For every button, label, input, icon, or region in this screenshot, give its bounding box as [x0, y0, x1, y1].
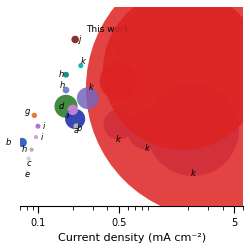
Text: g: g [25, 107, 30, 116]
X-axis label: Current density (mA cm⁻²): Current density (mA cm⁻²) [58, 233, 206, 243]
Text: h: h [59, 70, 64, 79]
Point [214, 86, 218, 90]
Text: e: e [24, 170, 29, 179]
Point [64, 88, 68, 92]
Text: b: b [5, 138, 11, 147]
Point [79, 64, 83, 68]
Text: k: k [88, 83, 94, 92]
Point [74, 124, 78, 128]
Point [86, 96, 90, 100]
Text: h: h [22, 145, 27, 154]
Point [191, 128, 195, 132]
Point [145, 128, 149, 132]
Text: k: k [144, 144, 149, 153]
Point [30, 148, 34, 152]
Text: k: k [81, 57, 86, 66]
Text: d: d [59, 102, 64, 111]
Point [27, 157, 31, 161]
Point [116, 122, 120, 126]
Point [32, 113, 36, 117]
Text: a: a [74, 126, 79, 135]
Point [64, 73, 68, 77]
Text: c: c [26, 158, 31, 168]
Point [73, 117, 77, 121]
Point [36, 124, 40, 128]
Text: h: h [59, 81, 64, 90]
Text: k: k [116, 135, 121, 144]
Point [20, 140, 24, 144]
Point [73, 38, 77, 42]
Text: i: i [67, 111, 69, 120]
Text: b: b [76, 124, 82, 134]
Point [71, 108, 75, 112]
Text: k: k [190, 169, 195, 178]
Point [34, 135, 38, 139]
Point [64, 104, 68, 108]
Point [116, 79, 120, 83]
Text: i: i [42, 122, 45, 131]
Text: j: j [78, 35, 81, 44]
Point [25, 169, 29, 173]
Point [181, 68, 185, 72]
Text: i: i [41, 132, 43, 141]
Text: This work: This work [86, 25, 129, 56]
